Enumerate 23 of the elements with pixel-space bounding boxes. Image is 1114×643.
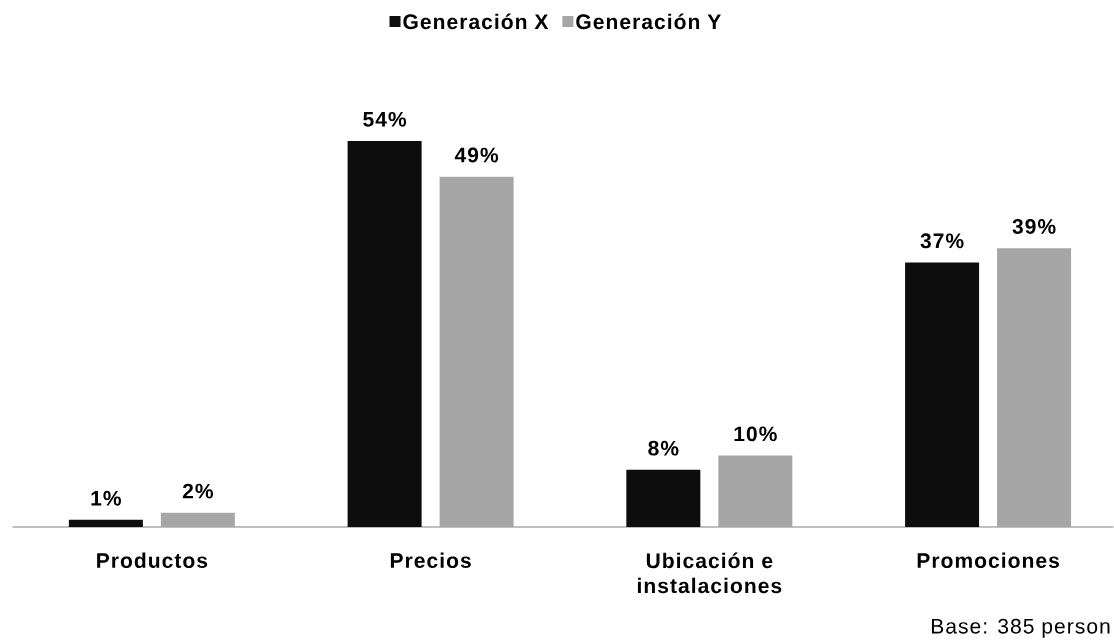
bar xyxy=(68,519,143,527)
bar xyxy=(905,262,980,527)
legend-label: Generación Y xyxy=(576,13,721,30)
data-label: 49% xyxy=(454,147,499,163)
data-label: 39% xyxy=(1012,219,1056,234)
data-label: 37% xyxy=(920,233,964,249)
data-label: 8% xyxy=(648,440,679,456)
bar xyxy=(718,455,793,527)
data-label: 2% xyxy=(182,483,213,499)
data-label: 1% xyxy=(91,490,121,506)
bar xyxy=(626,469,701,527)
legend-label: Generación X xyxy=(403,13,549,30)
x-tick-label: Productos xyxy=(97,552,208,568)
data-label: 10% xyxy=(734,426,777,442)
bar xyxy=(347,140,422,527)
data-label: 54% xyxy=(363,111,407,127)
x-tick-label: Precios xyxy=(390,552,471,568)
text: Base: 385 person xyxy=(931,618,1110,638)
bar xyxy=(160,512,235,527)
x-tick-label: Promociones xyxy=(917,552,1059,568)
bar xyxy=(997,248,1072,527)
bar xyxy=(439,176,514,527)
x-tick-label: Ubicación e instalaciones xyxy=(637,552,782,594)
